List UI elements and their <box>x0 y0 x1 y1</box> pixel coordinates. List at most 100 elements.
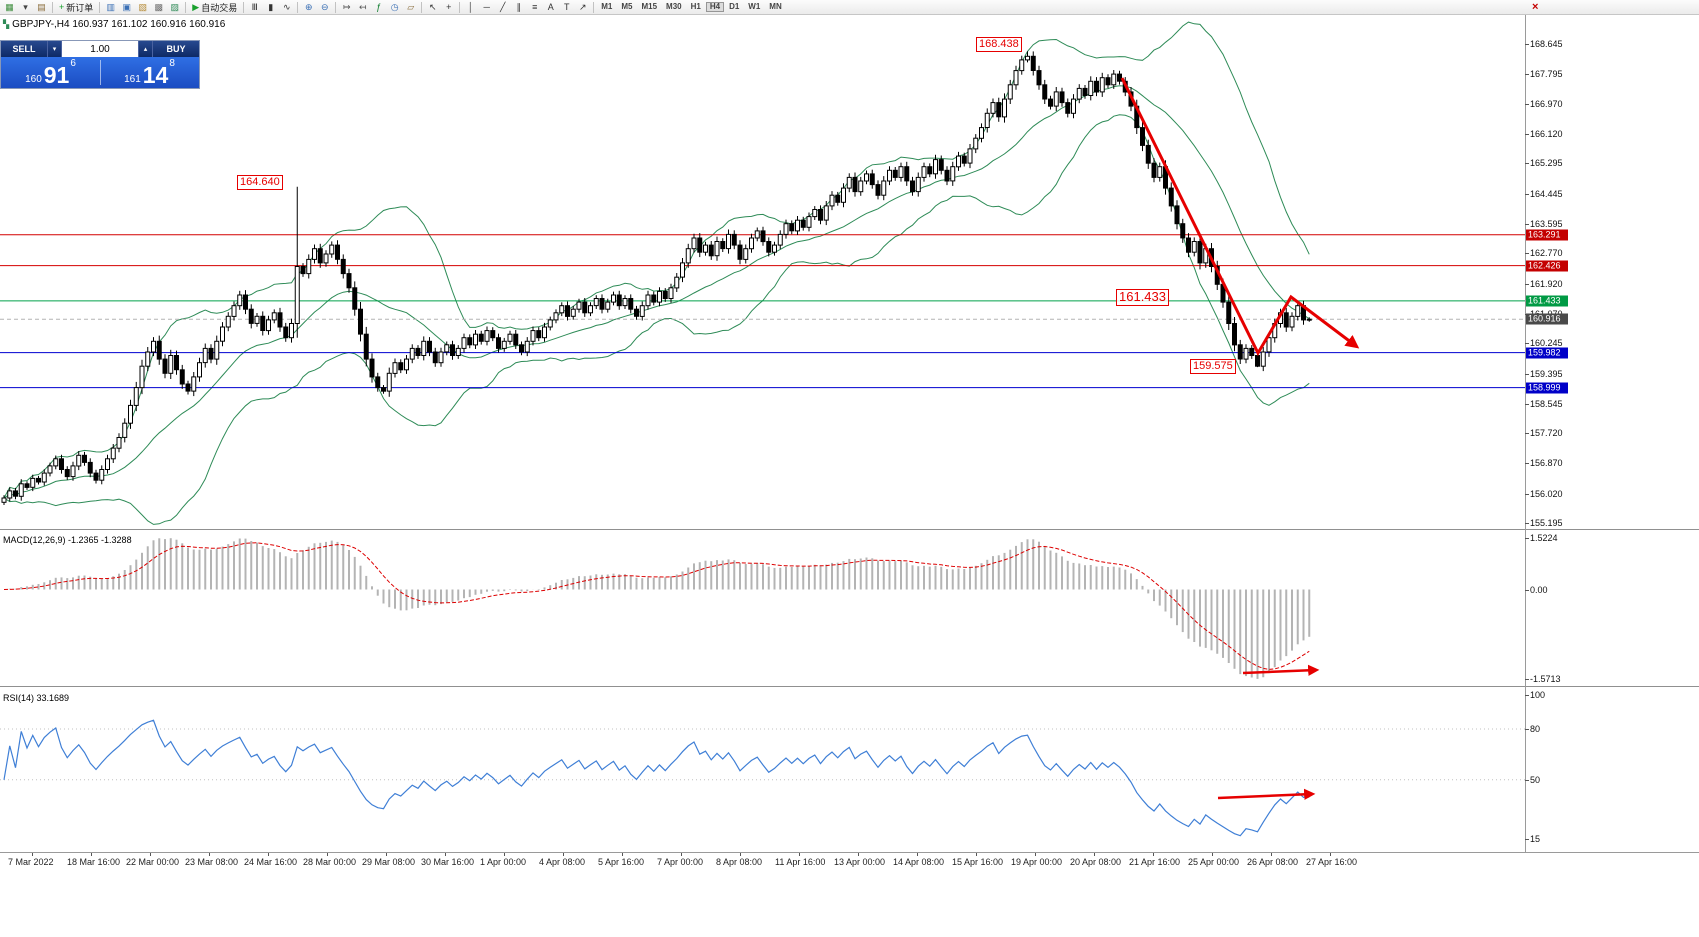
buy-price-prefix: 161 <box>124 74 141 85</box>
buy-price[interactable]: 161 14 8 <box>100 57 199 88</box>
text-label-button[interactable]: T <box>559 1 574 14</box>
zoom-in-button[interactable]: ⊕ <box>301 1 316 14</box>
profiles-button[interactable]: ▤ <box>34 1 49 14</box>
new-chart-button[interactable]: ▦ <box>2 1 17 14</box>
templates-button[interactable]: ▱ <box>403 1 418 14</box>
autotrading-button[interactable]: ▶ 自动交易 <box>189 1 240 14</box>
indicators-icon: ƒ <box>376 1 382 12</box>
new-order-button[interactable]: + 新订单 <box>56 1 96 14</box>
timeframe-m1-button[interactable]: M1 <box>601 2 613 11</box>
one-click-trading-panel: SELL ▾ ▴ BUY 160 91 6 161 14 8 <box>0 40 200 89</box>
price-callout[interactable]: 164.640 <box>237 175 283 190</box>
rsi-panel-separator[interactable] <box>0 686 1699 689</box>
crosshair-icon: + <box>446 1 452 12</box>
navigator-button[interactable]: ▧ <box>135 1 150 14</box>
price-axis-label: 157.720 <box>1530 428 1563 439</box>
cursor-button[interactable]: ↖ <box>425 1 440 14</box>
candlestick-chart-button[interactable]: ▮ <box>263 1 278 14</box>
time-axis-label: 21 Apr 16:00 <box>1129 857 1181 867</box>
price-axis-tick <box>1525 493 1529 495</box>
market-watch-button[interactable]: ▥ <box>103 1 118 14</box>
macd-label: MACD(12,26,9) -1.2365 -1.3288 <box>3 535 132 545</box>
bar-chart-button[interactable]: Ⅲ <box>247 1 262 14</box>
new-chart-dropdown-icon: ▾ <box>23 1 28 12</box>
price-axis-label: 159.395 <box>1530 368 1563 379</box>
zoom-out-icon: ⊖ <box>320 1 329 12</box>
time-axis-tick <box>91 853 92 856</box>
navigator-icon: ▧ <box>138 1 148 12</box>
time-axis-tick <box>1330 853 1331 856</box>
price-axis-label: 156.870 <box>1530 458 1563 469</box>
volume-decrease-button[interactable]: ▾ <box>47 41 62 57</box>
buy-button[interactable]: BUY <box>153 41 199 57</box>
timeframe-m5-button[interactable]: M5 <box>621 2 633 11</box>
templates-icon: ▱ <box>407 1 415 12</box>
auto-scroll-button[interactable]: ↦ <box>339 1 354 14</box>
price-callout[interactable]: 168.438 <box>976 37 1022 52</box>
timeframe-w1-button[interactable]: W1 <box>748 2 761 11</box>
crosshair-button[interactable]: + <box>441 1 456 14</box>
close-icon[interactable]: × <box>1532 1 1539 13</box>
volume-field <box>62 41 138 57</box>
macd-panel-separator[interactable] <box>0 529 1699 532</box>
time-axis-label: 7 Mar 2022 <box>8 857 54 867</box>
macd-panel[interactable] <box>0 532 1525 686</box>
vertical-line-button[interactable]: │ <box>463 1 478 14</box>
zoom-in-icon: ⊕ <box>304 1 313 12</box>
time-axis-label: 24 Mar 16:00 <box>244 857 298 867</box>
price-axis-tick <box>1525 523 1529 525</box>
fibonacci-button[interactable]: ≡ <box>527 1 542 14</box>
price-axis-label: 166.970 <box>1530 98 1563 109</box>
price-axis-label: 163.595 <box>1530 218 1563 229</box>
new-chart-dropdown-button[interactable]: ▾ <box>18 1 33 14</box>
trendline-button[interactable]: ╱ <box>495 1 510 14</box>
volume-increase-button[interactable]: ▴ <box>138 41 153 57</box>
time-axis[interactable]: 7 Mar 2022 18 Mar 16:00 22 Mar 00:00 23 Mar… <box>0 852 1699 870</box>
profiles-icon: ▤ <box>37 1 46 12</box>
timeframe-m15-button[interactable]: M15 <box>641 2 658 11</box>
price-axis-label: 160.245 <box>1530 338 1563 349</box>
time-axis-label: 20 Apr 08:00 <box>1070 857 1122 867</box>
periods-button[interactable]: ◷ <box>387 1 402 14</box>
timeframe-d1-button[interactable]: D1 <box>729 2 740 11</box>
time-axis-tick <box>622 853 623 856</box>
timeframe-mn-button[interactable]: MN <box>769 2 782 11</box>
time-axis-tick <box>740 853 741 856</box>
trade-panel-top-row: SELL ▾ ▴ BUY <box>1 41 199 57</box>
time-axis-tick <box>386 853 387 856</box>
time-axis-tick <box>268 853 269 856</box>
rsi-panel[interactable] <box>0 690 1525 851</box>
horizontal-line-button[interactable]: ─ <box>479 1 494 14</box>
price-axis-tick <box>1525 283 1529 285</box>
chart-shift-button[interactable]: ↤ <box>355 1 370 14</box>
time-axis-label: 15 Apr 16:00 <box>952 857 1004 867</box>
price-chart-area[interactable] <box>0 15 1525 530</box>
line-chart-button[interactable]: ∿ <box>279 1 294 14</box>
strategy-tester-button[interactable]: ▨ <box>167 1 182 14</box>
volume-input[interactable] <box>62 41 138 57</box>
price-axis-tick <box>1525 223 1529 225</box>
sell-button[interactable]: SELL <box>1 41 47 57</box>
price-callout[interactable]: 159.575 <box>1190 359 1236 374</box>
arrows-tool-button[interactable]: ↗ <box>575 1 590 14</box>
data-window-button[interactable]: ▣ <box>119 1 134 14</box>
timeframe-h4-button[interactable]: H4 <box>705 2 725 12</box>
time-axis-tick <box>917 853 918 856</box>
price-axis-tick <box>1525 193 1529 195</box>
macd-axis-label: 0.00 <box>1530 584 1548 595</box>
indicators-button[interactable]: ƒ <box>371 1 386 14</box>
timeframe-m30-button[interactable]: M30 <box>666 2 682 11</box>
macd-axis-label: 1.5224 <box>1530 533 1558 544</box>
time-axis-tick <box>1271 853 1272 856</box>
terminal-button[interactable]: ▩ <box>151 1 166 14</box>
price-callout[interactable]: 161.433 <box>1116 289 1169 306</box>
sell-price[interactable]: 160 91 6 <box>1 57 100 88</box>
timeframe-h1-button[interactable]: H1 <box>690 2 701 11</box>
price-tag: 161.433 <box>1526 295 1568 307</box>
text-button[interactable]: A <box>543 1 558 14</box>
toolbar-separator <box>243 1 245 13</box>
time-axis-label: 11 Apr 16:00 <box>775 857 826 867</box>
macd-axis-tick <box>1525 589 1529 591</box>
equidistant-channel-button[interactable]: ∥ <box>511 1 526 14</box>
zoom-out-button[interactable]: ⊖ <box>317 1 332 14</box>
